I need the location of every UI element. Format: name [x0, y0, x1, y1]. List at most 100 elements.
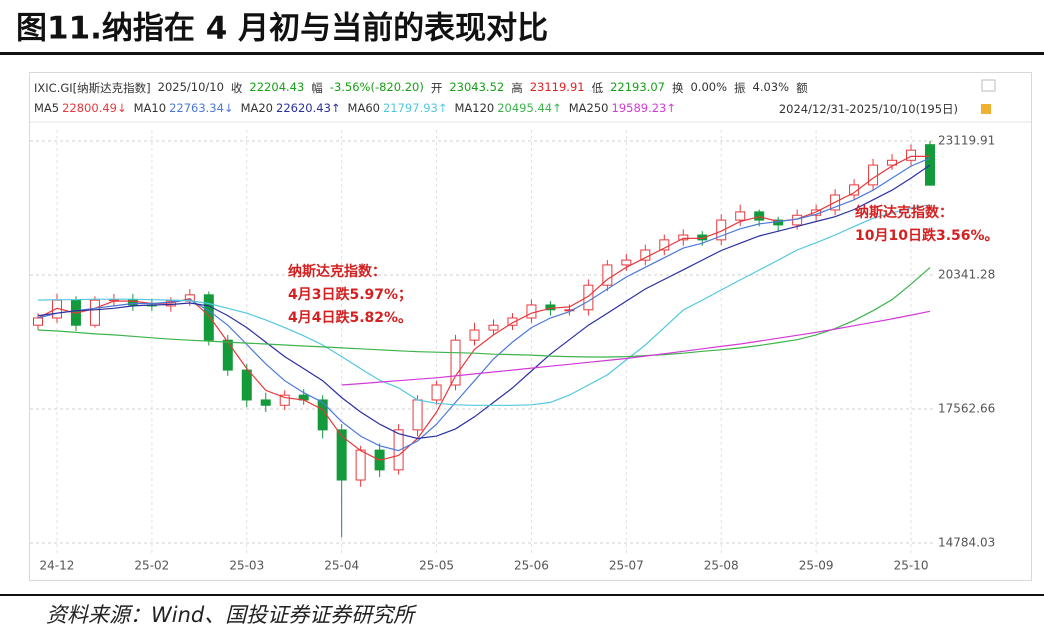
y-tick-label: 14784.03 [938, 536, 995, 550]
candle-body [89, 299, 100, 326]
ma-line [341, 310, 931, 386]
y-tick-label: 17562.66 [938, 401, 995, 415]
header-label: 收 [230, 81, 243, 95]
x-tick-label: 25-03 [229, 559, 264, 573]
header-value: -3.56%(-820.20) [329, 80, 424, 94]
header-label: 低 [591, 81, 604, 95]
candle-body [659, 239, 670, 251]
header-value: 22204.43 [249, 80, 305, 94]
candle-body [336, 429, 347, 481]
legend-item: MA5 22800.49↓ [34, 101, 127, 115]
chart-title: 图11.纳指在 4 月初与当前的表现对比 [16, 11, 548, 47]
candle-body [260, 399, 271, 406]
legend-value: 22800.49↓ [62, 101, 127, 115]
x-tick-label: 25-04 [324, 559, 359, 573]
header-value: 23119.91 [529, 80, 585, 94]
legend-value: 19589.23↑ [611, 101, 677, 115]
legend-item: MA60 21797.93↑ [348, 101, 448, 115]
candle-body [431, 384, 442, 401]
legend-item: MA250 19589.23↑ [569, 101, 676, 115]
legend-value: 21797.93↑ [382, 101, 448, 115]
candle-body [849, 184, 860, 196]
header-row: IXIC.GI[纳斯达克指数] 2025/10/10 收 22204.43 幅 -3.56… [34, 80, 808, 96]
ma-line [37, 204, 931, 406]
candle-body [621, 259, 632, 266]
legend-value: 22620.43↑ [276, 101, 341, 115]
candle-body [469, 329, 480, 341]
x-tick-label: 25-07 [609, 559, 644, 573]
legend-row: MA5 22800.49↓ MA10 22763.34↓ MA20 22620.43↑ MA… [34, 101, 676, 115]
legend-item: MA120 20495.44↑ [454, 101, 561, 115]
candle-body [33, 317, 43, 326]
candle-body [602, 264, 613, 286]
x-tick-label: 25-06 [514, 559, 549, 573]
candle-body [222, 339, 233, 371]
header-value: IXIC.GI[纳斯达克指数] [34, 81, 151, 95]
candle-body [564, 309, 575, 312]
ma-line [37, 267, 931, 358]
candle-body [355, 449, 366, 481]
annotation: 纳斯达克指数： [855, 204, 953, 221]
range-text: 2024/12/31-2025/10/10(195日) [778, 102, 958, 116]
legend-name: MA20 [240, 101, 274, 115]
legend-item: MA20 22620.43↑ [241, 101, 341, 115]
source: 资料来源：Wind、国投证券证券研究所 [46, 603, 417, 627]
candle-body [697, 234, 708, 241]
annotation: 10月10日跌3.56%。 [855, 228, 999, 244]
header-label: 高 [511, 81, 523, 95]
candle-body [906, 149, 917, 161]
header-value: 4.03% [752, 80, 790, 94]
icon [981, 104, 991, 114]
candle-body [868, 164, 879, 186]
header-label: 幅 [311, 81, 323, 95]
y-tick-label: 23119.91 [938, 134, 995, 148]
candle-body [887, 159, 898, 166]
header-label: 开 [430, 81, 443, 95]
chart-panel [29, 72, 1032, 581]
annotation: 纳斯达克指数： [288, 263, 386, 280]
title-rule [0, 52, 1044, 55]
source-rule [0, 594, 1044, 596]
candle-body [241, 369, 252, 401]
candle-body [716, 219, 727, 241]
ma-line [37, 155, 930, 461]
legend-name: MA120 [454, 101, 495, 115]
header-label: 额 [796, 81, 808, 95]
legend-name: MA60 [347, 101, 380, 115]
annotation: 4月4日跌5.82%。 [288, 310, 412, 326]
legend-value: 20495.44↑ [497, 101, 562, 115]
candle-body [203, 294, 214, 341]
header-value: 2025/10/10 [157, 80, 224, 94]
header-value: 22193.07 [610, 80, 665, 94]
candle-body [279, 394, 290, 406]
legend-name: MA10 [133, 101, 167, 115]
plot: 23119.91 20341.28 17562.66 14784.03 24-12 25-… [30, 130, 999, 573]
candle-body [488, 324, 499, 331]
header-label: 振 [734, 81, 746, 95]
icon [981, 79, 996, 92]
candle-body [450, 339, 461, 386]
x-tick-label: 25-05 [419, 559, 454, 573]
legend-value: 22763.34↓ [169, 101, 234, 115]
x-tick-label: 25-09 [799, 559, 834, 573]
candle-body [678, 234, 689, 241]
candle-body [640, 249, 651, 261]
candle-body [925, 144, 935, 186]
header-value: 0.00% [690, 80, 728, 94]
candle-body [583, 284, 594, 311]
header-value: 23043.52 [449, 80, 505, 94]
candle-body [735, 211, 746, 221]
candle-body [526, 304, 537, 319]
legend-name: MA5 [34, 101, 60, 115]
x-tick-label: 25-08 [704, 559, 739, 573]
x-tick-label: 25-10 [894, 559, 929, 573]
candle-body [507, 317, 518, 326]
candle-body [412, 399, 423, 431]
candle-body [754, 211, 765, 221]
annotation: 4月3日跌5.97%； [288, 287, 412, 303]
y-tick-label: 20341.28 [938, 268, 995, 282]
x-tick-label: 24-12 [40, 559, 75, 573]
legend-item: MA10 22763.34↓ [134, 101, 234, 115]
